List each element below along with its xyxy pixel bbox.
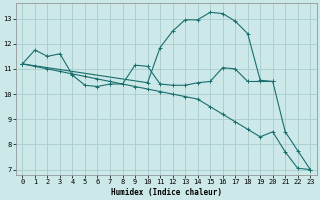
X-axis label: Humidex (Indice chaleur): Humidex (Indice chaleur) — [111, 188, 222, 197]
